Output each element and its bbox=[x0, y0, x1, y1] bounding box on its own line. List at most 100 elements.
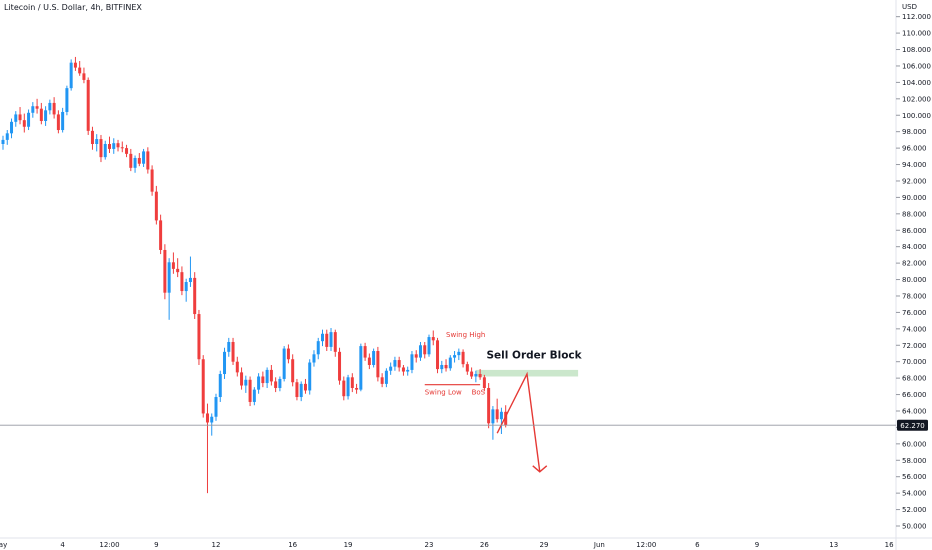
price-tick-label: 104.000 bbox=[902, 79, 931, 87]
price-tick-label: 110.000 bbox=[902, 30, 931, 38]
candle bbox=[380, 377, 384, 384]
candle bbox=[10, 121, 14, 134]
candle bbox=[261, 376, 265, 384]
candle bbox=[414, 354, 418, 358]
candle bbox=[436, 340, 440, 370]
price-tick-label: 52.000 bbox=[902, 506, 927, 514]
candle bbox=[359, 346, 363, 390]
candle bbox=[184, 282, 188, 292]
candle bbox=[491, 409, 495, 424]
last-price-badge bbox=[897, 419, 928, 431]
time-tick-label: 12:00 bbox=[99, 541, 119, 549]
projection-path bbox=[496, 371, 541, 472]
candle bbox=[504, 411, 508, 426]
candle bbox=[499, 411, 503, 420]
price-tick-label: 72.000 bbox=[902, 342, 927, 350]
price-tick-label: 108.000 bbox=[902, 46, 931, 54]
price-tick-label: 70.000 bbox=[902, 358, 927, 366]
candle bbox=[180, 272, 184, 292]
price-tick-label: 100.000 bbox=[902, 112, 931, 120]
candle bbox=[201, 359, 205, 414]
candle bbox=[95, 139, 99, 145]
candle bbox=[333, 332, 337, 352]
price-tick-label: 74.000 bbox=[902, 325, 927, 333]
candle bbox=[350, 377, 354, 388]
candle bbox=[465, 364, 469, 372]
candle bbox=[363, 346, 367, 358]
time-tick-label: 12:00 bbox=[636, 541, 656, 549]
currency-label: USD bbox=[902, 3, 917, 11]
candle bbox=[282, 348, 286, 379]
candle bbox=[18, 114, 22, 121]
candle bbox=[39, 108, 43, 122]
candle bbox=[112, 143, 116, 149]
candle bbox=[453, 355, 457, 358]
candle bbox=[372, 351, 376, 365]
candle bbox=[397, 360, 401, 368]
candle bbox=[61, 111, 65, 131]
time-tick-label: 4 bbox=[60, 541, 65, 549]
candle bbox=[389, 366, 393, 371]
candle bbox=[1, 139, 5, 145]
candle bbox=[120, 147, 124, 149]
candle bbox=[22, 120, 26, 127]
candle bbox=[346, 377, 350, 397]
time-tick-label: Jun bbox=[593, 541, 605, 549]
price-tick-label: 96.000 bbox=[902, 145, 927, 153]
price-tick-label: 92.000 bbox=[902, 177, 927, 185]
candle bbox=[116, 143, 120, 148]
candle bbox=[265, 369, 269, 384]
candle bbox=[188, 277, 192, 283]
price-axis: 50.00052.00054.00056.00058.00060.00062.0… bbox=[896, 13, 931, 531]
candle bbox=[176, 268, 180, 273]
candle bbox=[470, 371, 474, 377]
candle bbox=[401, 367, 405, 372]
candle bbox=[457, 351, 461, 356]
price-tick-label: 66.000 bbox=[902, 391, 927, 399]
time-tick-label: 16 bbox=[288, 541, 297, 549]
candle bbox=[474, 374, 478, 377]
price-tick-label: 64.000 bbox=[902, 407, 927, 415]
candle bbox=[274, 381, 278, 388]
time-tick-label: 9 bbox=[755, 541, 759, 549]
price-tick-label: 86.000 bbox=[902, 227, 927, 235]
projection-arrowhead bbox=[532, 465, 548, 473]
price-tick-label: 78.000 bbox=[902, 292, 927, 300]
candle bbox=[44, 110, 48, 122]
annotation-label: Swing High bbox=[446, 331, 485, 339]
annotation-label: Swing Low bbox=[425, 389, 462, 397]
candle bbox=[461, 351, 465, 365]
time-tick-label: 19 bbox=[344, 541, 353, 549]
candle bbox=[495, 409, 499, 420]
price-tick-label: 90.000 bbox=[902, 194, 927, 202]
candle bbox=[355, 387, 359, 390]
candle bbox=[99, 139, 103, 158]
price-tick-label: 76.000 bbox=[902, 309, 927, 317]
price-tick-label: 56.000 bbox=[902, 473, 927, 481]
price-tick-label: 54.000 bbox=[902, 490, 927, 498]
candle bbox=[31, 106, 35, 113]
candle bbox=[427, 337, 431, 355]
candle bbox=[163, 249, 167, 293]
candle bbox=[444, 364, 448, 369]
candle bbox=[159, 220, 163, 250]
candle bbox=[252, 389, 256, 402]
price-tick-label: 50.000 bbox=[902, 523, 927, 531]
time-tick-label: 16 bbox=[885, 541, 894, 549]
candle bbox=[56, 114, 60, 131]
candle bbox=[248, 379, 252, 402]
candle bbox=[278, 378, 282, 388]
price-tick-label: 68.000 bbox=[902, 375, 927, 383]
candle bbox=[150, 169, 154, 192]
candle bbox=[133, 157, 137, 168]
candle bbox=[82, 73, 86, 80]
candle bbox=[214, 397, 218, 417]
candle bbox=[73, 62, 77, 68]
last-price-layer: 62.270 bbox=[0, 419, 928, 431]
candle bbox=[146, 151, 150, 170]
candle bbox=[440, 364, 444, 370]
candle bbox=[197, 314, 201, 360]
price-tick-label: 102.000 bbox=[902, 95, 931, 103]
